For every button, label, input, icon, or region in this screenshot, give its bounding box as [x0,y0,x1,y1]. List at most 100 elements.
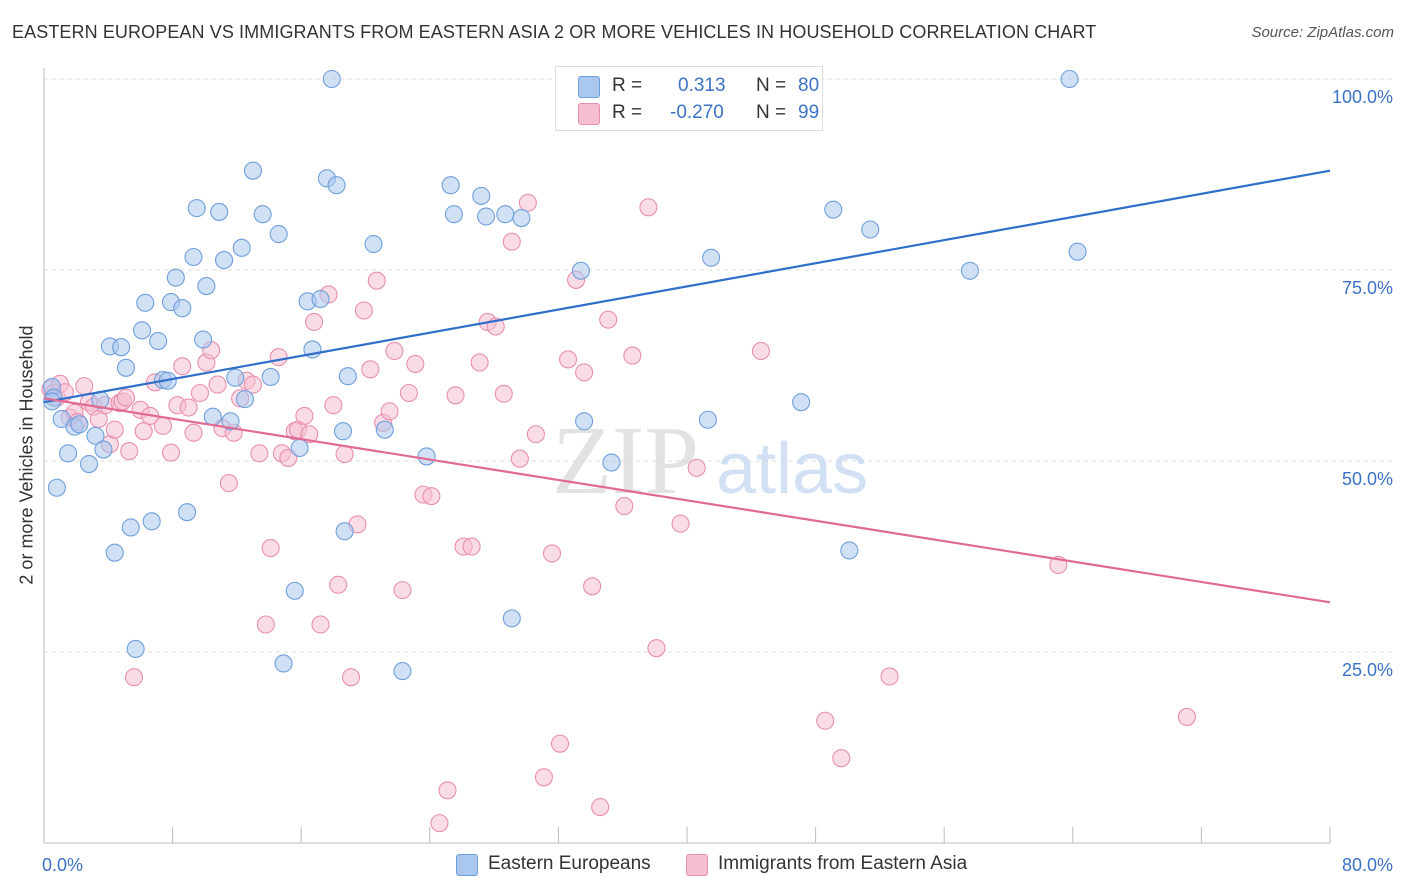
point-eastern-europeans [322,69,341,89]
y-tick-label: 25.0% [1342,660,1393,680]
bottom-legend-swatch-blue [456,854,478,876]
x-tick-labels: 0.0% 80.0% [42,855,1393,875]
y-tick-label: 75.0% [1342,278,1393,298]
point-immigrants-eastern-asia [311,615,330,634]
point-immigrants-eastern-asia [243,375,263,394]
legend-n-value-blue: 80 [798,75,820,96]
point-eastern-europeans [187,199,206,218]
point-immigrants-eastern-asia [208,375,227,394]
point-immigrants-eastern-asia [438,781,457,800]
point-eastern-europeans [698,410,717,429]
legend-n-label: N = [756,102,787,123]
point-immigrants-eastern-asia [542,544,562,563]
point-immigrants-eastern-asia [832,749,851,768]
bottom-legend-label-blue: Eastern Europeans [488,853,651,874]
point-eastern-europeans [417,447,436,466]
point-immigrants-eastern-asia [671,514,690,533]
point-immigrants-eastern-asia [116,388,136,407]
point-immigrants-eastern-asia [406,354,425,374]
point-eastern-europeans [184,247,203,267]
legend-box: R = 0.313 N = 80 R = -0.270 N = 99 [555,66,823,131]
point-eastern-europeans [136,293,155,312]
point-eastern-europeans [840,541,859,560]
watermark: ZIP atlas [552,407,868,515]
point-eastern-europeans [960,261,979,280]
point-eastern-europeans [197,276,216,296]
point-immigrants-eastern-asia [422,487,441,506]
point-eastern-europeans [243,161,263,180]
point-immigrants-eastern-asia [380,402,399,421]
y-tick-labels: 100.0% 75.0% 50.0% 25.0% [1332,87,1393,680]
point-eastern-europeans [142,512,161,531]
point-eastern-europeans [285,581,304,600]
point-immigrants-eastern-asia [526,425,545,444]
point-eastern-europeans [1068,242,1087,261]
point-immigrants-eastern-asia [502,232,521,251]
point-eastern-europeans [214,251,234,270]
legend-r-label: R = [612,75,643,96]
point-eastern-europeans [269,225,288,244]
point-eastern-europeans [375,420,394,439]
point-immigrants-eastern-asia [462,537,481,556]
trend-line-eastern-europeans [43,169,1331,404]
point-immigrants-eastern-asia [687,458,706,477]
point-eastern-europeans [327,176,346,195]
point-eastern-europeans [311,289,330,309]
point-eastern-europeans [105,543,124,562]
point-immigrants-eastern-asia [124,668,144,687]
point-immigrants-eastern-asia [173,357,192,376]
point-eastern-europeans [364,234,383,254]
point-eastern-europeans [512,208,531,228]
legend-r-value-pink: -0.270 [670,102,724,123]
point-eastern-europeans [496,205,515,224]
legend-r-label: R = [612,102,643,123]
point-immigrants-eastern-asia [335,445,354,464]
point-eastern-europeans [116,358,136,377]
legend-n-value-pink: 99 [798,102,820,123]
point-eastern-europeans [792,393,811,412]
point-immigrants-eastern-asia [341,668,361,687]
point-eastern-europeans [149,332,168,351]
point-eastern-europeans [702,248,721,267]
point-eastern-europeans [571,261,590,280]
point-immigrants-eastern-asia [120,442,139,461]
point-immigrants-eastern-asia [153,416,173,435]
point-eastern-europeans [133,321,152,340]
point-immigrants-eastern-asia [623,346,642,365]
legend-r-value-blue: 0.313 [678,75,726,96]
point-eastern-europeans [47,478,66,497]
point-eastern-europeans [79,455,99,474]
point-immigrants-eastern-asia [361,360,380,379]
bottom-legend: Eastern Europeans Immigrants from Easter… [0,852,1406,878]
point-immigrants-eastern-asia [329,575,348,594]
y-tick-label: 100.0% [1332,87,1393,107]
point-immigrants-eastern-asia [134,422,153,441]
point-immigrants-eastern-asia [367,271,386,290]
source-label: Source: ZipAtlas.com [1251,24,1394,41]
bottom-legend-label-pink: Immigrants from Eastern Asia [718,853,968,874]
point-immigrants-eastern-asia [518,193,537,212]
point-immigrants-eastern-asia [591,798,610,817]
point-eastern-europeans [338,367,357,386]
point-eastern-europeans [210,202,229,221]
point-immigrants-eastern-asia [324,396,343,415]
point-immigrants-eastern-asia [161,443,181,462]
point-immigrants-eastern-asia [470,353,489,372]
point-immigrants-eastern-asia [647,639,666,658]
point-immigrants-eastern-asia [295,406,314,425]
point-eastern-europeans [1060,69,1079,89]
point-eastern-europeans [253,205,272,224]
point-immigrants-eastern-asia [430,814,449,833]
legend-n-label: N = [756,75,787,96]
point-immigrants-eastern-asia [880,667,899,686]
point-eastern-europeans [126,639,145,658]
chart-title: EASTERN EUROPEAN VS IMMIGRANTS FROM EAST… [12,22,1097,42]
point-immigrants-eastern-asia [494,384,513,403]
point-eastern-europeans [477,207,496,226]
point-immigrants-eastern-asia [583,577,602,596]
series-pink-points [41,193,1196,833]
point-immigrants-eastern-asia [615,497,634,516]
point-immigrants-eastern-asia [190,383,209,403]
trend-lines [43,169,1331,604]
point-eastern-europeans [94,440,113,459]
